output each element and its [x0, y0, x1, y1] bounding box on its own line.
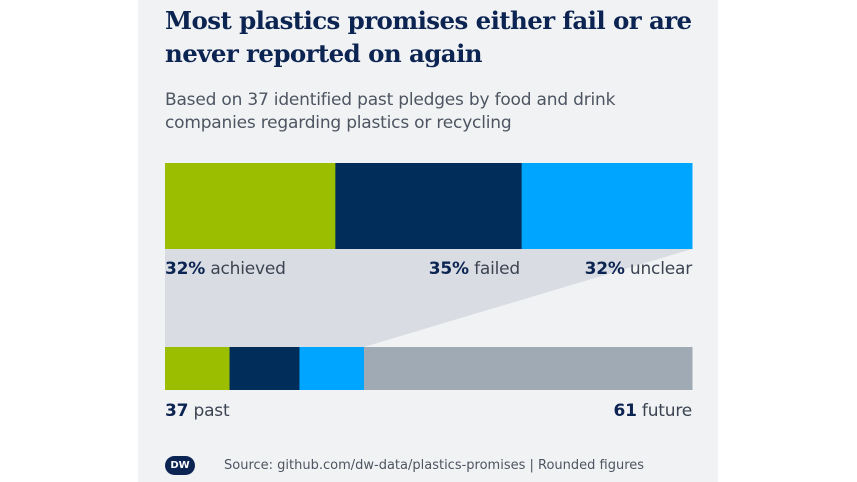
chart-card: Most plastics promises either fail or ar… [138, 0, 718, 482]
bottom-bar-segment-3 [363, 347, 693, 390]
bottom-bar-segment-0 [165, 347, 231, 390]
label-past: 37 past [165, 401, 230, 421]
dw-logo: DW [165, 456, 195, 475]
bottom-bar-segment-1 [229, 347, 300, 390]
top-bar-failed [335, 163, 523, 249]
bottom-bar-segment-2 [299, 347, 365, 390]
label-achieved: 32% achieved [165, 259, 286, 279]
label-unclear: 32% unclear [584, 259, 693, 279]
top-bar-achieved [165, 163, 336, 249]
chart-title: Most plastics promises either fail or ar… [165, 6, 692, 68]
label-failed: 35% failed [428, 259, 520, 279]
chart-subtitle: Based on 37 identified past pledges by f… [165, 90, 616, 133]
top-bar-unclear [521, 163, 693, 249]
label-future: 61 future [613, 401, 692, 421]
funnel-connector [165, 249, 692, 347]
chart-svg [165, 163, 693, 390]
source-note: Source: github.com/dw-data/plastics-prom… [224, 458, 645, 473]
